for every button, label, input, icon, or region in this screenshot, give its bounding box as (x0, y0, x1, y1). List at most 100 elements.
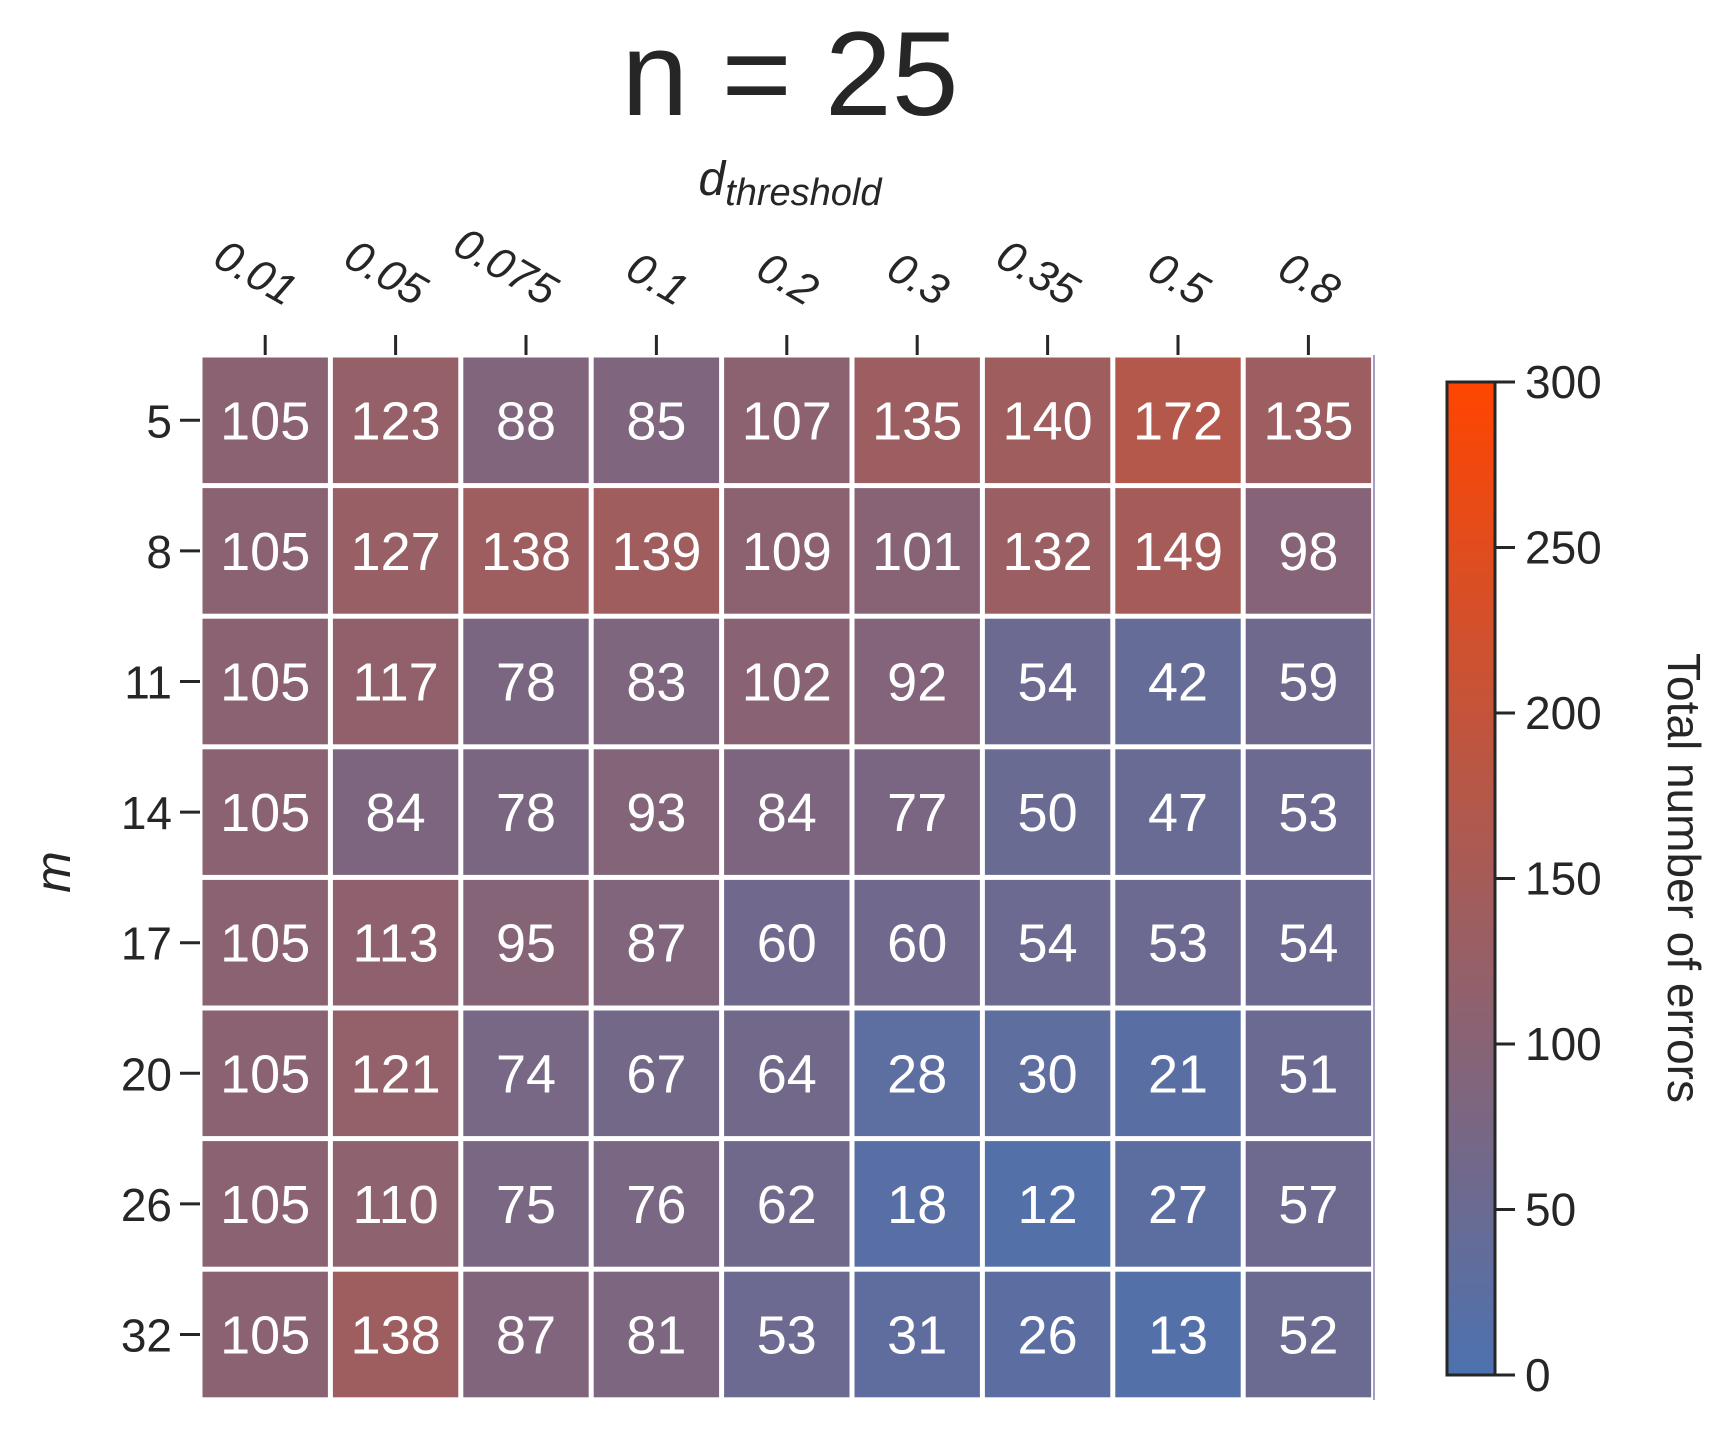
cell-value: 105 (220, 391, 310, 451)
cell-value: 98 (1278, 522, 1338, 582)
heatmap-cell (332, 488, 459, 614)
cell-value: 105 (220, 1306, 310, 1366)
heatmap-cell (332, 1010, 459, 1137)
colorbar-tick-label: 100 (1525, 1018, 1602, 1070)
heatmap-cell (1245, 749, 1372, 875)
heatmap-cell (463, 488, 589, 614)
cell-value: 75 (496, 1175, 556, 1235)
heatmap-cell (984, 1271, 1111, 1398)
cell-value: 109 (742, 522, 832, 582)
cell-value: 87 (626, 914, 686, 974)
heatmap-cell (332, 1141, 459, 1267)
heatmap-cell (1115, 749, 1241, 875)
heatmap-cell (984, 749, 1111, 875)
x-tick-label: 0.1 (618, 243, 695, 316)
cell-value: 50 (1018, 783, 1078, 843)
heatmap-cell (463, 879, 589, 1006)
cell-value: 123 (351, 391, 441, 451)
y-tick-label: 17 (121, 918, 172, 970)
cell-value: 53 (1278, 783, 1338, 843)
heatmap-cell (463, 749, 589, 875)
colorbar-label: Total number of errors (1658, 653, 1710, 1103)
heatmap-cell (724, 879, 850, 1006)
heatmap-cell (332, 618, 459, 745)
cell-value: 105 (220, 653, 310, 713)
heatmap-cell (202, 879, 328, 1006)
heatmap-cell (332, 749, 459, 875)
cell-value: 105 (220, 1175, 310, 1235)
y-tick-label: 11 (124, 657, 172, 709)
heatmap-cell (1115, 618, 1241, 745)
cell-value: 135 (1263, 391, 1353, 451)
cell-value: 127 (351, 522, 441, 582)
heatmap-cell (202, 1271, 328, 1398)
cell-value: 121 (351, 1044, 441, 1104)
cell-value: 105 (220, 914, 310, 974)
cell-value: 139 (611, 522, 701, 582)
cell-value: 53 (1148, 914, 1208, 974)
heatmap-cell (854, 1141, 980, 1267)
heatmap-cell (984, 488, 1111, 614)
heatmap-cell (593, 1141, 720, 1267)
x-axis: 0.01 0.05 0.075 0.1 0.2 0.3 0.35 0.5 0.8 (206, 218, 1348, 355)
heatmap-cell (202, 1010, 328, 1137)
colorbar-tick-label: 200 (1525, 687, 1602, 739)
cell-value: 78 (496, 653, 556, 713)
colorbar-axis: 0 50 100 150 200 250 300 (1495, 356, 1602, 1401)
cell-value: 57 (1278, 1175, 1338, 1235)
heatmap-cell (593, 1010, 720, 1137)
heatmap-cell (724, 749, 850, 875)
heatmap-cell (202, 357, 328, 484)
heatmap-cell (463, 1271, 589, 1398)
colorbar-tick-label: 150 (1525, 853, 1602, 905)
heatmap-cell (332, 1271, 459, 1398)
heatmap-cell (854, 879, 980, 1006)
colorbar-tick-label: 0 (1525, 1349, 1551, 1401)
cell-value: 52 (1278, 1306, 1338, 1366)
cell-value: 105 (220, 522, 310, 582)
heatmap-cell (593, 749, 720, 875)
colorbar (1445, 380, 1497, 1377)
cell-value: 27 (1148, 1175, 1208, 1235)
cell-value: 132 (1003, 522, 1093, 582)
heatmap-cell (854, 1010, 980, 1137)
cell-value: 140 (1003, 391, 1093, 451)
cell-value: 92 (887, 653, 947, 713)
heatmap-cell (984, 879, 1111, 1006)
y-tick-label: 26 (121, 1179, 172, 1231)
heatmap-cell (1115, 357, 1241, 484)
cell-value: 78 (496, 783, 556, 843)
heatmap-cell (1115, 488, 1241, 614)
heatmap-cell (984, 357, 1111, 484)
heatmap-cell (593, 618, 720, 745)
heatmap-cell (984, 1010, 1111, 1137)
y-axis: 5 8 11 14 17 20 26 32 (121, 395, 200, 1362)
heatmap-cell (984, 618, 1111, 745)
cell-value: 84 (757, 783, 817, 843)
heatmap-cell (1115, 1271, 1241, 1398)
cell-value: 13 (1148, 1306, 1208, 1366)
cell-value: 77 (887, 783, 947, 843)
cell-value: 88 (496, 391, 556, 451)
x-tick-label: 0.35 (988, 230, 1087, 316)
y-axis-label: m (25, 851, 81, 893)
cell-value: 81 (626, 1306, 686, 1366)
heatmap-cell (463, 1141, 589, 1267)
y-tick-label: 5 (146, 395, 172, 447)
heatmap-cell (593, 488, 720, 614)
cell-value: 76 (626, 1175, 686, 1235)
cell-value: 83 (626, 653, 686, 713)
x-tick-label: 0.075 (446, 218, 566, 316)
cell-value: 30 (1018, 1044, 1078, 1104)
x-tick-label: 0.8 (1270, 243, 1348, 316)
cell-value: 21 (1148, 1044, 1208, 1104)
cell-value: 105 (220, 783, 310, 843)
cell-value: 54 (1018, 653, 1078, 713)
y-tick-label: 14 (121, 787, 172, 839)
heatmap-cell (1245, 1010, 1372, 1137)
cell-value: 93 (626, 783, 686, 843)
cell-value: 28 (887, 1044, 947, 1104)
cell-value: 138 (351, 1306, 441, 1366)
cell-value: 95 (496, 914, 556, 974)
